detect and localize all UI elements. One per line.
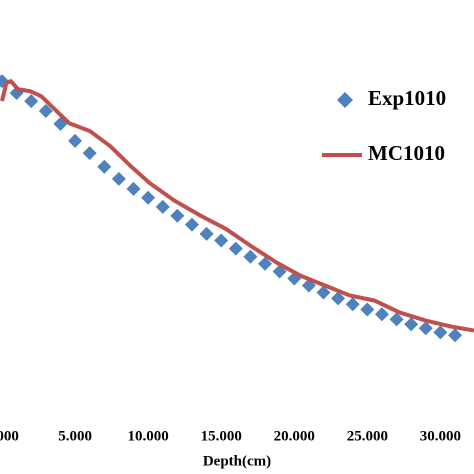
x-tick-label: 5.000: [58, 428, 92, 444]
x-tick-label: 0.000: [0, 428, 19, 444]
data-point: [68, 133, 83, 148]
x-tick-label: 30.000: [420, 428, 461, 444]
data-point: [258, 256, 273, 271]
legend-label: MC1010: [368, 141, 445, 165]
data-point: [243, 249, 258, 264]
data-point: [389, 312, 404, 327]
data-point: [316, 285, 331, 300]
data-point: [448, 328, 463, 343]
data-point: [38, 104, 53, 119]
x-tick-label: 20.000: [274, 428, 315, 444]
data-point: [184, 217, 199, 232]
data-point: [214, 233, 229, 248]
data-point: [170, 208, 185, 223]
data-point: [82, 146, 97, 161]
legend-label: Exp1010: [368, 86, 446, 110]
data-point: [433, 325, 448, 340]
data-point: [126, 181, 141, 196]
data-point: [374, 307, 389, 322]
data-point: [228, 241, 243, 256]
data-point: [155, 199, 170, 214]
x-tick-label: 15.000: [201, 428, 242, 444]
data-point: [141, 190, 156, 205]
data-point: [0, 74, 9, 89]
data-line: [0, 79, 474, 333]
data-point: [24, 94, 39, 109]
data-point: [418, 321, 433, 336]
x-tick-label: 10.000: [128, 428, 169, 444]
legend-marker: [337, 92, 353, 108]
data-point: [345, 297, 360, 312]
data-point: [360, 302, 375, 317]
data-point: [97, 159, 112, 174]
data-point: [111, 171, 126, 186]
data-point: [404, 317, 419, 332]
data-point: [199, 226, 214, 241]
x-tick-label: 25.000: [347, 428, 388, 444]
data-point: [331, 291, 346, 306]
x-axis-title: Depth(cm): [203, 453, 271, 469]
